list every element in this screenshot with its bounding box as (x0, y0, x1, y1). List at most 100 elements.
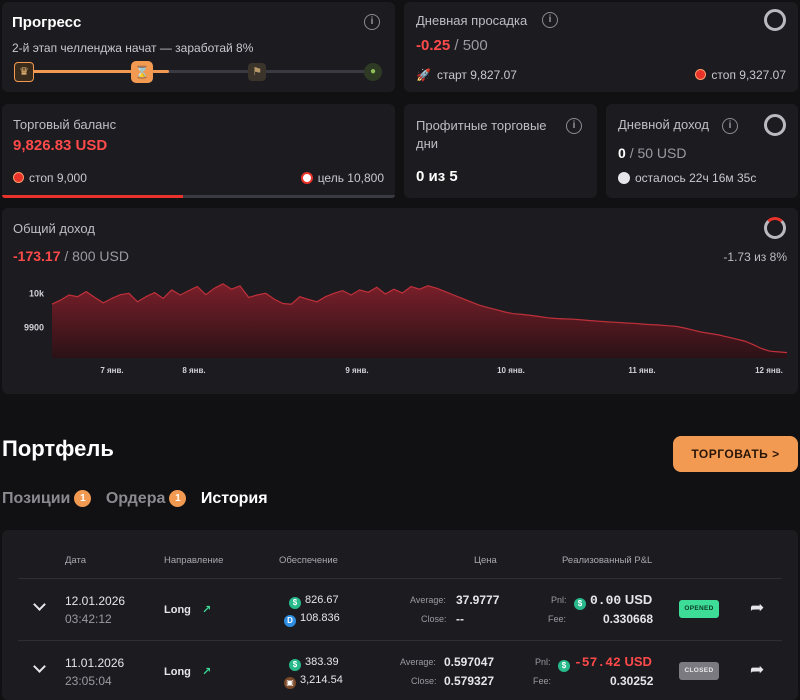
balance-stop-label: стоп 9,000 (29, 171, 87, 185)
info-icon[interactable]: i (364, 14, 380, 30)
stop-icon (13, 172, 24, 183)
tab-positions[interactable]: Позиции 1 (2, 490, 92, 507)
trend-up-icon: ↗ (201, 604, 212, 616)
pnl-value: -57.42 (574, 655, 621, 670)
progress-track (22, 70, 372, 73)
fee-label: Fee: (533, 676, 552, 686)
balance-bar-fill (2, 195, 183, 198)
row-direction: Long ↗ (164, 603, 211, 616)
total-income-value: -173.17 (13, 248, 61, 264)
drawdown-limit: / 500 (454, 37, 488, 54)
portfolio-title: Портфель (2, 436, 114, 461)
tab-orders[interactable]: Ордера 1 (106, 490, 187, 507)
history-table (2, 530, 798, 700)
progress-fill (22, 70, 169, 73)
collateral-value: 383.39 (305, 656, 339, 668)
total-income-title: Общий доход (13, 221, 95, 236)
y-tick-label: 9900 (24, 322, 44, 332)
x-tick-label: 12 янв. (755, 366, 783, 375)
rocket-icon: 🚀 (416, 68, 431, 82)
row-collateral-1: $826.67 (289, 594, 339, 609)
status-badge: CLOSED (679, 662, 719, 680)
usd-coin-icon: $ (289, 659, 301, 671)
drawdown-start-label: старт 9,827.07 (436, 68, 517, 82)
daily-income-card: Дневной доход i 0 / 50 USD осталось 22ч … (606, 104, 798, 198)
tab-orders-count: 1 (169, 490, 187, 507)
daily-income-remaining-row: осталось 22ч 16м 35с (618, 171, 756, 185)
profit-days-value: 0 из 5 (416, 168, 458, 185)
share-icon[interactable]: ➦ (750, 598, 765, 617)
divider (18, 578, 782, 579)
daily-income-remaining: осталось 22ч 16м 35с (635, 171, 757, 185)
profit-days-card: Профитные торговые дни i 0 из 5 (404, 104, 597, 198)
row-time: 03:42:12 (65, 612, 112, 626)
tab-positions-count: 1 (74, 490, 92, 507)
close-value: 0.579327 (444, 674, 495, 688)
row-date: 12.01.2026 (65, 594, 126, 608)
daily-income-value-row: 0 / 50 USD (618, 145, 687, 161)
fee-value: 0.330668 (603, 612, 654, 626)
daily-income-value: 0 (618, 145, 626, 161)
profit-days-title: Профитные торговые дни (416, 118, 547, 151)
usd-coin-icon: $ (574, 598, 586, 610)
pnl-label: Pnl: (535, 657, 551, 667)
row-direction: Long ↗ (164, 665, 211, 678)
fee-value: 0.30252 (610, 674, 654, 688)
total-income-percent: -1.73 из 8% (723, 250, 787, 264)
token-coin-icon: D (284, 615, 296, 627)
pnl-value: 0.00 (590, 593, 622, 608)
info-icon[interactable]: i (722, 118, 738, 134)
balance-stop: стоп 9,000 (13, 171, 87, 185)
income-chart: 10k 9900 7 янв. 8 янв. 9 янв. 10 янв. 11 янв. 1… (24, 283, 788, 375)
avg-label: Average: (400, 657, 436, 667)
close-value: -- (456, 612, 464, 626)
stop-icon (695, 69, 707, 80)
info-icon[interactable]: i (542, 12, 558, 28)
column-header: Реализованный P&L (562, 555, 653, 566)
fee-label: Fee: (548, 614, 567, 624)
direction-label: Long (164, 604, 191, 616)
drawdown-title: Дневная просадка (416, 13, 528, 28)
collateral-value: 3,214.54 (300, 674, 343, 686)
column-header: Обеспечение (279, 555, 338, 566)
balance-bar-track (2, 195, 395, 198)
total-income-ring-icon (764, 217, 786, 239)
usd-coin-icon: $ (558, 660, 570, 672)
collateral-value: 826.67 (305, 594, 339, 606)
info-icon[interactable]: i (566, 118, 582, 134)
daily-income-ring-icon (764, 114, 786, 136)
portfolio-tabs: Позиции 1 Ордера 1 История (2, 490, 268, 508)
trade-button[interactable]: ТОРГОВАТЬ > (673, 436, 798, 472)
column-header: Направление (164, 555, 224, 566)
drawdown-stop-label: стоп 9,327.07 (711, 68, 786, 82)
avg-label: Average: (410, 595, 446, 605)
status-badge: OPENED (679, 600, 719, 618)
pnl-unit: USD (624, 592, 653, 607)
x-tick-label: 7 янв. (100, 366, 123, 375)
daily-drawdown-card: Дневная просадка i -0.25 / 500 🚀 старт 9,… (404, 2, 798, 92)
progress-title: Прогресс (12, 14, 82, 31)
flag-icon: ⚑ (248, 63, 266, 81)
daily-income-limit: / 50 USD (629, 145, 687, 161)
token-coin-icon: ▣ (284, 677, 296, 689)
collateral-value: 108.836 (300, 612, 340, 624)
row-collateral-2: D 108.836 (284, 612, 340, 627)
tab-positions-label: Позиции (2, 490, 71, 507)
balance-target-label: цель 10,800 (317, 171, 384, 185)
trading-balance-card: Торговый баланс 9,826.83 USD стоп 9,000 … (2, 104, 395, 198)
divider (18, 640, 782, 641)
close-label: Close: (411, 676, 437, 686)
direction-label: Long (164, 666, 191, 678)
total-income-limit: / 800 USD (64, 248, 129, 264)
pnl-row: $ -57.42 USD (558, 654, 652, 672)
share-icon[interactable]: ➦ (750, 660, 765, 679)
drawdown-ring-icon (764, 9, 786, 31)
usd-coin-icon: $ (289, 597, 301, 609)
trophy-icon: ♛ (14, 62, 34, 82)
x-tick-label: 8 янв. (182, 366, 205, 375)
x-tick-label: 11 янв. (628, 366, 655, 375)
column-header: Цена (474, 555, 497, 566)
tab-history[interactable]: История (200, 490, 268, 507)
drawdown-start: 🚀 старт 9,827.07 (416, 68, 517, 82)
row-collateral-1: $383.39 (289, 656, 339, 671)
